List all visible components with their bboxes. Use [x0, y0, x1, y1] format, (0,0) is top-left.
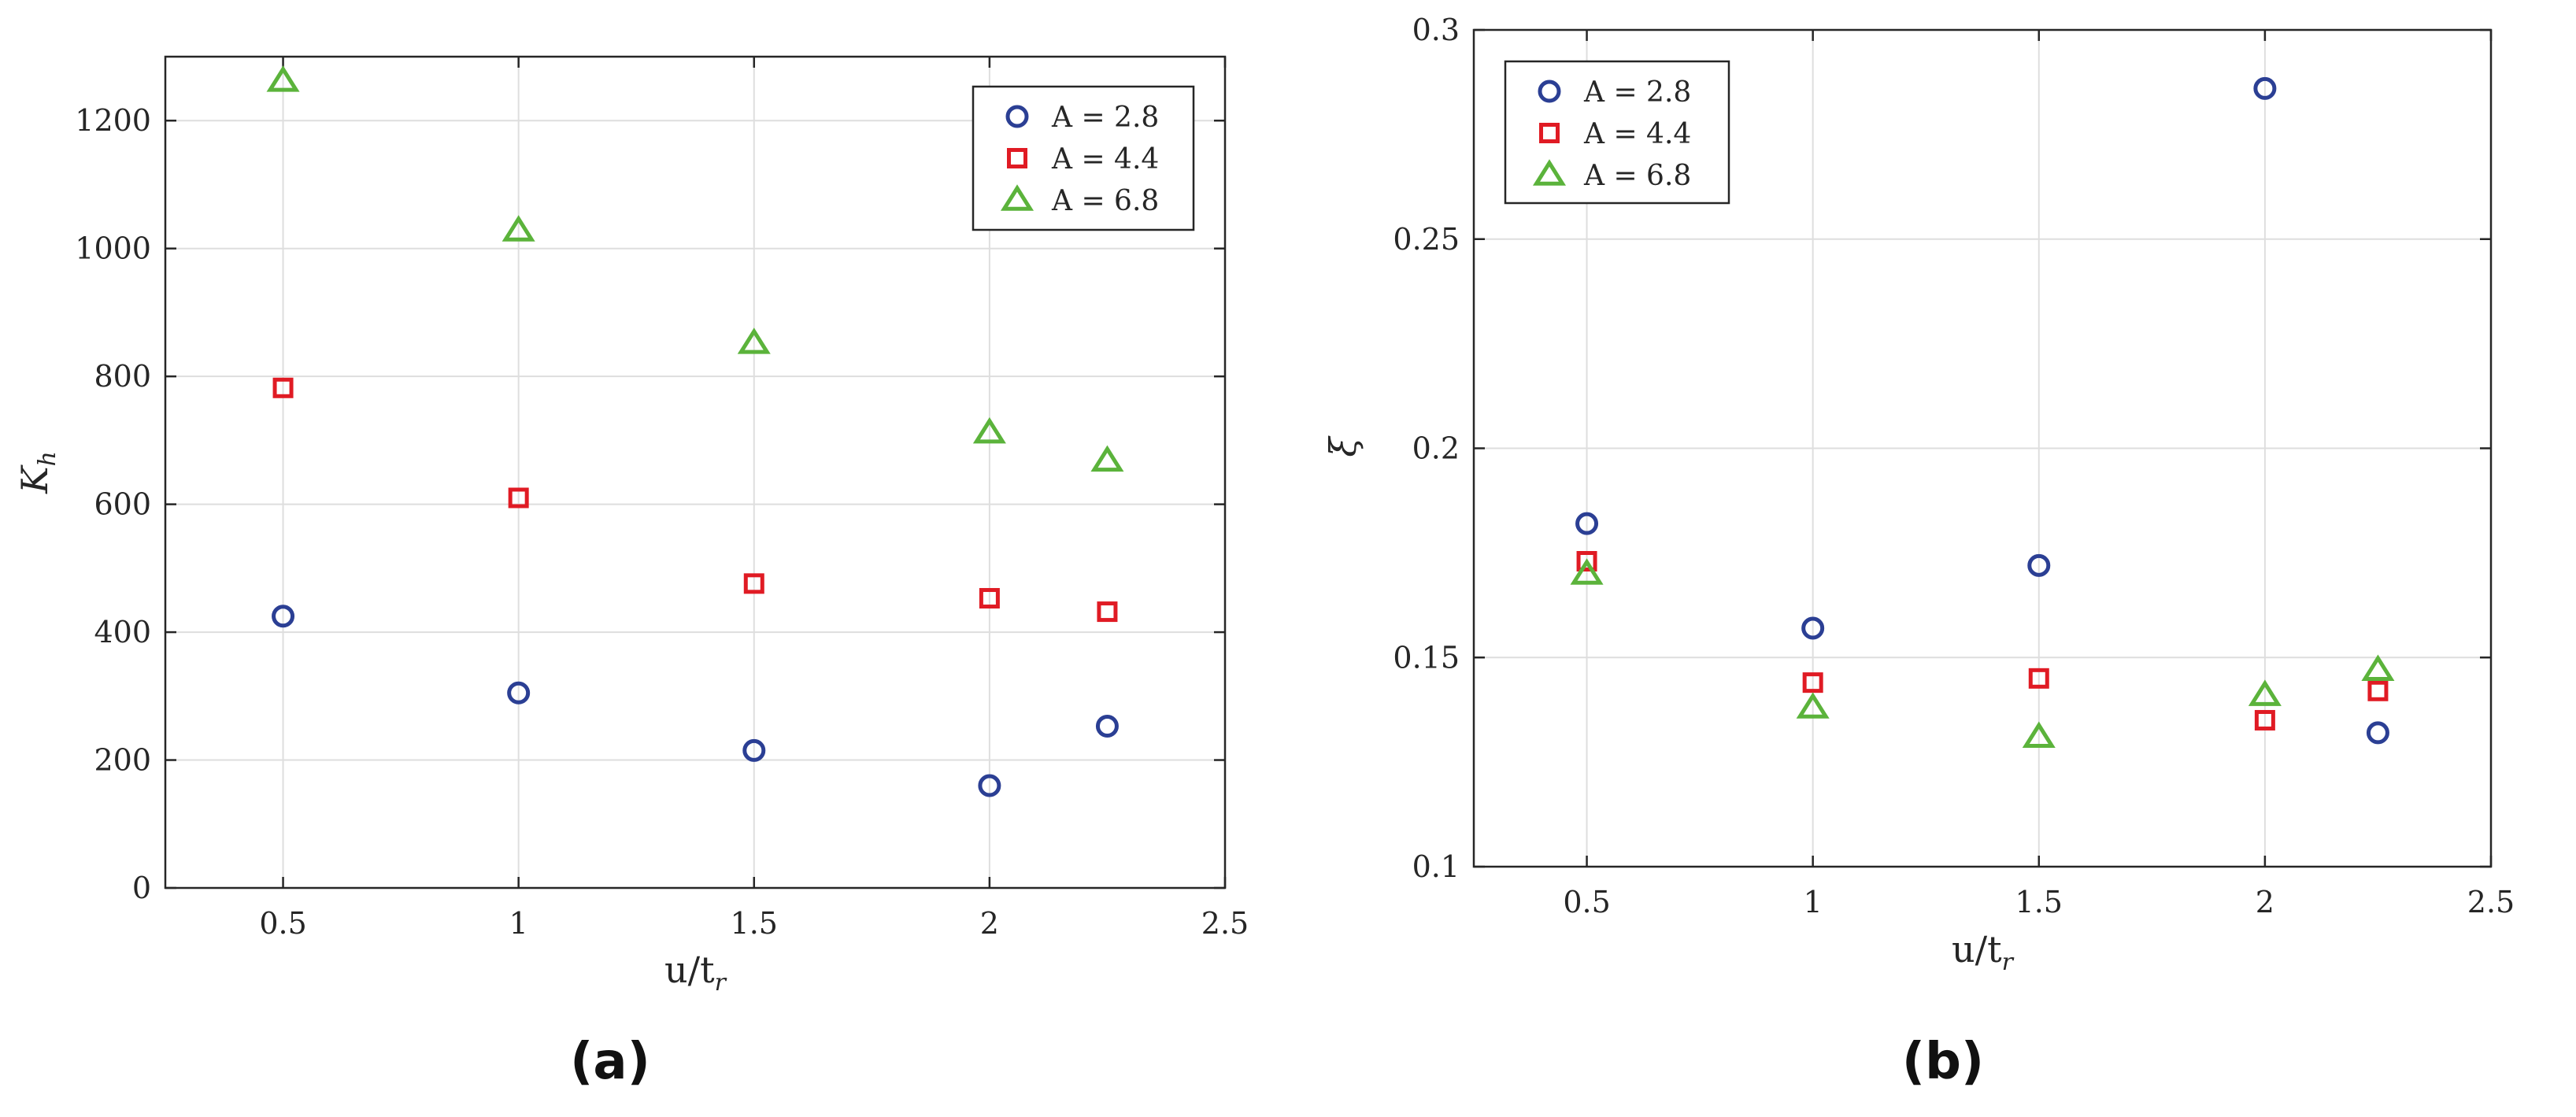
- y-axis-label-main: K: [13, 464, 56, 494]
- x-tick-label: 0.5: [259, 906, 306, 941]
- data-point-circle: [1095, 714, 1119, 738]
- series-triangle: [266, 65, 1124, 472]
- legend-marker-triangle: [1000, 184, 1034, 211]
- data-point-triangle: [2248, 679, 2282, 706]
- data-point-circle: [978, 774, 1001, 797]
- data-point-circle: [742, 738, 766, 762]
- y-tick-label: 1200: [75, 103, 151, 138]
- y-tick-label: 0.15: [1393, 640, 1460, 675]
- y-tick-label: 400: [94, 615, 151, 649]
- y-tick-label: 600: [94, 487, 151, 522]
- data-point-circle: [1575, 512, 1599, 535]
- y-tick-label: 0.25: [1393, 222, 1460, 257]
- y-tick-label: 0: [132, 871, 151, 905]
- y-tick-label: 0.3: [1412, 13, 1460, 47]
- x-tick-label: 1: [1804, 885, 1823, 919]
- legend-marker-triangle: [1532, 159, 1567, 186]
- y-axis-label: Kh: [13, 451, 61, 494]
- data-point-triangle: [1796, 692, 1830, 719]
- data-point-triangle: [737, 327, 771, 354]
- y-tick-label: 0.1: [1412, 849, 1460, 884]
- legend-marker-square: [1007, 148, 1027, 168]
- y-tick-label: 800: [94, 359, 151, 394]
- series-circle: [1575, 76, 2389, 745]
- x-axis-label-subscript: r: [2002, 949, 2015, 976]
- series-triangle: [1570, 558, 2395, 748]
- figure-caption: (b): [1902, 1033, 1984, 1091]
- data-point-square: [1097, 601, 1118, 623]
- data-point-square: [2028, 668, 2049, 689]
- x-axis-label-main: u/t: [664, 949, 715, 991]
- legend-label: A = 6.8: [1051, 185, 1159, 217]
- legend-marker-circle: [1538, 80, 1561, 103]
- y-tick-label: 200: [94, 743, 151, 778]
- x-tick-label: 1: [509, 906, 528, 941]
- x-axis-label-main: u/t: [1952, 928, 2002, 971]
- figure-caption: (a): [570, 1033, 650, 1091]
- x-tick-label: 2: [980, 906, 999, 941]
- x-tick-label: 1.5: [2015, 885, 2063, 919]
- data-point-triangle: [972, 416, 1006, 444]
- data-point-square: [743, 573, 764, 594]
- x-axis-label-subscript: r: [715, 969, 727, 997]
- data-point-triangle: [1090, 445, 1124, 472]
- data-point-triangle: [2361, 654, 2395, 681]
- data-point-triangle: [2022, 721, 2056, 748]
- y-axis-label-subscript: h: [34, 451, 61, 466]
- x-tick-label: 0.5: [1563, 885, 1610, 919]
- data-point-circle: [1801, 616, 1825, 640]
- series-square: [1576, 551, 2389, 730]
- chart-a: 0.5 1 1.5 2 2.5 0 200 400 600 800 1000 1200 u/tr Kh A …: [13, 55, 1249, 1091]
- x-axis-label: u/tr: [1952, 928, 2015, 976]
- data-point-circle: [2366, 721, 2389, 745]
- legend-label: A = 4.4: [1051, 143, 1159, 176]
- legend-label: A = 2.8: [1051, 102, 1159, 134]
- data-point-triangle: [1570, 558, 1604, 585]
- y-axis-label: ξ: [1322, 435, 1364, 457]
- data-point-circle: [272, 605, 295, 628]
- series-circle: [272, 605, 1119, 797]
- y-tick-label: 0.2: [1412, 431, 1460, 466]
- legend: A = 2.8 A = 4.4 A = 6.8: [972, 85, 1195, 231]
- x-tick-label: 2.5: [2467, 885, 2515, 919]
- data-point-square: [979, 588, 1000, 609]
- x-tick-label: 1.5: [731, 906, 778, 941]
- legend-label: A = 2.8: [1583, 76, 1691, 109]
- data-point-square: [2367, 680, 2389, 701]
- data-point-circle: [2253, 76, 2277, 100]
- data-point-circle: [2027, 553, 2051, 577]
- legend: A = 2.8 A = 4.4 A = 6.8: [1504, 60, 1730, 205]
- legend-marker-circle: [1005, 105, 1029, 128]
- data-point-triangle: [266, 65, 300, 92]
- x-tick-label: 2: [2256, 885, 2274, 919]
- x-axis-label: u/tr: [664, 949, 727, 997]
- data-point-square: [1576, 551, 1597, 572]
- data-point-square: [272, 377, 294, 398]
- y-tick-label: 1000: [75, 231, 151, 266]
- y-axis-label-main: ξ: [1322, 435, 1364, 457]
- data-point-triangle: [502, 215, 535, 242]
- data-point-square: [2254, 709, 2275, 730]
- data-point-square: [508, 487, 529, 509]
- series-square: [272, 377, 1118, 623]
- legend-label: A = 4.4: [1583, 118, 1691, 150]
- legend-marker-square: [1539, 123, 1560, 143]
- chart-b: 0.5 1 1.5 2 2.5 0.1 0.15 0.2 0.25 0.3 u/tr ξ A = 2.8…: [1322, 13, 2515, 1091]
- data-point-square: [1802, 672, 1823, 694]
- data-point-circle: [507, 681, 531, 705]
- plot-frame: [164, 55, 1227, 890]
- legend-label: A = 6.8: [1583, 160, 1691, 192]
- x-tick-label: 2.5: [1201, 906, 1249, 941]
